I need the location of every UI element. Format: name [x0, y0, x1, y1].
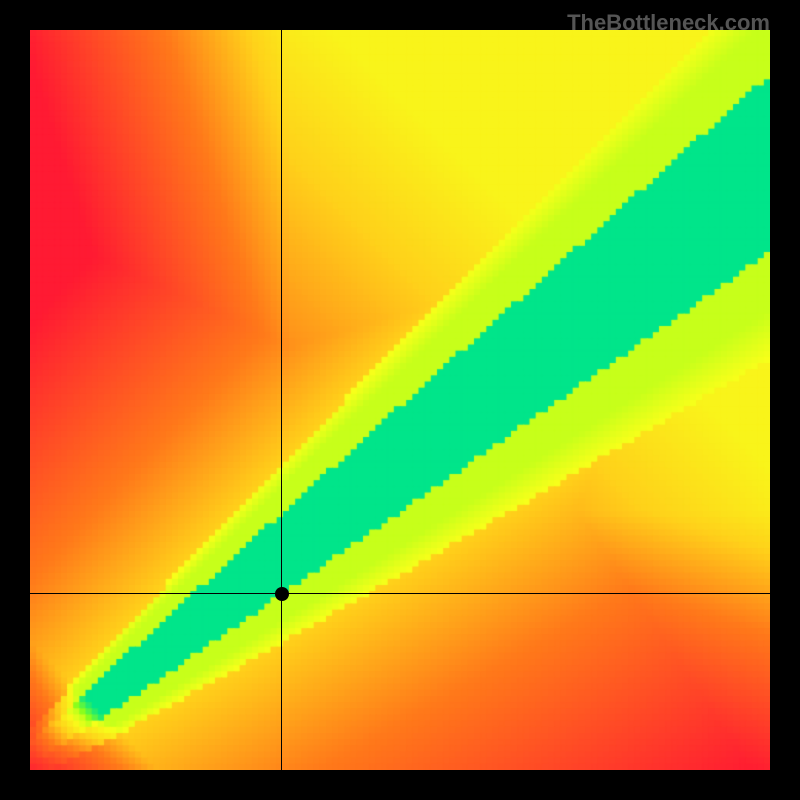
crosshair-horizontal	[30, 593, 770, 594]
data-point-marker	[275, 587, 289, 601]
bottleneck-heatmap	[30, 30, 770, 770]
crosshair-vertical	[281, 30, 282, 770]
